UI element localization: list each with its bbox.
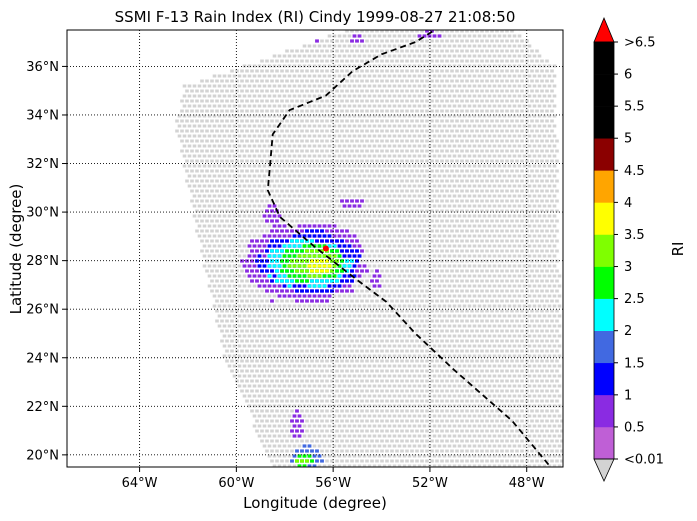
colorbar-bin (594, 138, 614, 171)
colorbar-bin (594, 330, 614, 364)
storm-track-line (266, 30, 550, 466)
rain-cell (290, 409, 304, 438)
colorbar-tick-label: 3.5 (624, 228, 645, 243)
colorbar-bin (594, 426, 614, 460)
colorbar-tick-label: 6 (624, 68, 632, 83)
y-tick-label: 26°N (26, 303, 59, 318)
plot-background (67, 30, 563, 467)
x-tick-label: 64°W (122, 476, 158, 491)
colorbar-tick-label: 3 (624, 260, 632, 275)
colorbar-frame (593, 41, 615, 460)
colorbar: <0.01 0.5 1 1.5 2 2.5 3 3.5 4 4.5 5 5.5 6 >6.5 (593, 16, 664, 482)
colorbar-bin (594, 362, 614, 396)
colorbar-tick-label: 5 (624, 132, 632, 147)
track-layer (266, 30, 550, 466)
rain-cell (350, 34, 364, 43)
y-tick-label: 28°N (26, 254, 59, 269)
y-tick-label: 20°N (26, 448, 59, 463)
colorbar-tick-label: 2 (624, 324, 632, 339)
rain-cell (315, 39, 319, 43)
colorbar-tick-label: 5.5 (624, 100, 645, 115)
swath-layer (175, 30, 563, 467)
colorbar-tick-label: 1.5 (624, 356, 645, 371)
colorbar-bin (594, 42, 614, 75)
colorbar-bin (594, 394, 614, 428)
rain-cell (340, 199, 364, 208)
grid-layer (67, 30, 563, 467)
colorbar-tick-label: 1 (624, 388, 632, 403)
y-tick-label: 34°N (26, 108, 59, 123)
x-tick-label: 60°W (218, 476, 254, 491)
y-tick-label: 36°N (26, 60, 59, 75)
y-tick-label: 22°N (26, 400, 59, 415)
swath-footprints (175, 30, 563, 467)
colorbar-tick-label: 4 (624, 196, 632, 211)
colorbar-over-arrow (593, 16, 615, 43)
colorbar-bin (594, 170, 614, 203)
y-axis-ticks: 20°N 22°N 24°N 26°N 28°N 30°N 32°N 34°N 36°N (26, 60, 67, 463)
colorbar-bin (594, 74, 614, 107)
y-tick-label: 24°N (26, 351, 59, 366)
colorbar-bin (594, 106, 614, 139)
x-tick-label: 52°W (412, 476, 448, 491)
plot-frame (66, 29, 564, 468)
colorbar-bin (594, 234, 614, 267)
rain-cell (295, 459, 309, 463)
colorbar-tick-label: >6.5 (624, 36, 656, 51)
colorbar-tick-label: <0.01 (624, 453, 664, 468)
rain-layer (240, 30, 442, 467)
x-axis-label: Longitude (degree) (243, 494, 387, 512)
storm-center-marker (322, 245, 329, 252)
colorbar-tick-label: 0.5 (624, 420, 645, 435)
y-tick-label: 32°N (26, 157, 59, 172)
y-tick-label: 30°N (26, 206, 59, 221)
colorbar-label: RI (669, 242, 687, 257)
x-axis-ticks: 64°W 60°W 56°W 52°W 48°W (122, 467, 545, 491)
chart-title: SSMI F-13 Rain Index (RI) Cindy 1999-08-… (115, 8, 516, 26)
colorbar-bin (594, 266, 614, 299)
rain-cell (370, 269, 382, 288)
x-tick-label: 56°W (315, 476, 351, 491)
colorbar-bin (594, 202, 614, 235)
y-axis-label: Latitude (degree) (7, 184, 25, 315)
colorbar-tick-label: 4.5 (624, 164, 645, 179)
colorbar-tick-label: 2.5 (624, 292, 645, 307)
plot-area (66, 29, 564, 468)
colorbar-bin (594, 298, 614, 331)
x-tick-label: 48°W (509, 476, 545, 491)
colorbar-under-arrow (593, 458, 615, 482)
